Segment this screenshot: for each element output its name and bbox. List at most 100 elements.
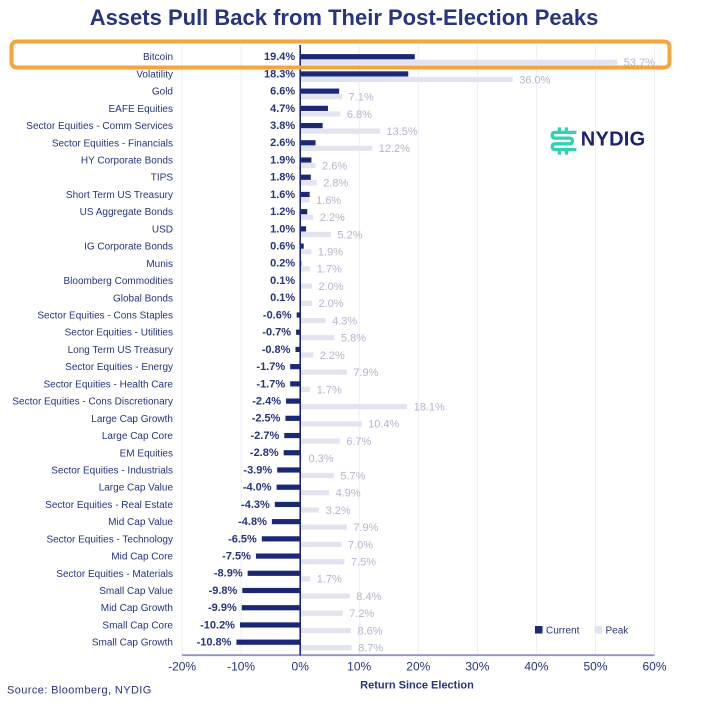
svg-text:-10.8%: -10.8%	[197, 637, 232, 649]
svg-text:Sector Equities - Comm Service: Sector Equities - Comm Services	[26, 121, 173, 132]
svg-text:-4.0%: -4.0%	[243, 482, 272, 494]
svg-text:-9.9%: -9.9%	[208, 602, 237, 614]
svg-text:1.9%: 1.9%	[270, 154, 295, 166]
svg-text:0.1%: 0.1%	[270, 292, 295, 304]
svg-text:Large Cap Core: Large Cap Core	[102, 431, 174, 442]
svg-text:Sector Equities - Cons Discret: Sector Equities - Cons Discretionary	[12, 397, 173, 408]
svg-text:1.6%: 1.6%	[270, 189, 295, 201]
svg-text:8.4%: 8.4%	[356, 591, 381, 603]
svg-text:Mid Cap Core: Mid Cap Core	[111, 552, 173, 563]
svg-text:-0.8%: -0.8%	[262, 344, 291, 356]
svg-text:-1.7%: -1.7%	[256, 378, 285, 390]
svg-text:Gold: Gold	[152, 87, 173, 98]
svg-text:-8.9%: -8.9%	[214, 568, 243, 580]
svg-text:7.1%: 7.1%	[349, 92, 374, 104]
svg-text:-2.5%: -2.5%	[252, 413, 281, 425]
svg-text:8.6%: 8.6%	[357, 625, 382, 637]
svg-text:18.1%: 18.1%	[414, 402, 445, 414]
svg-text:0.2%: 0.2%	[270, 258, 295, 270]
svg-text:Volatility: Volatility	[136, 69, 173, 80]
svg-text:USD: USD	[152, 224, 173, 235]
svg-text:Global Bonds: Global Bonds	[113, 293, 173, 304]
svg-text:1.8%: 1.8%	[270, 172, 295, 184]
svg-text:7.0%: 7.0%	[348, 539, 373, 551]
svg-text:-20%: -20%	[168, 659, 196, 673]
svg-text:-6.5%: -6.5%	[228, 533, 257, 545]
svg-text:7.2%: 7.2%	[349, 608, 374, 620]
svg-text:6.6%: 6.6%	[270, 86, 295, 98]
svg-text:Small Cap Core: Small Cap Core	[102, 620, 173, 631]
svg-text:2.0%: 2.0%	[319, 281, 344, 293]
svg-text:19.4%: 19.4%	[264, 51, 295, 63]
svg-text:EM Equities: EM Equities	[120, 448, 173, 459]
svg-text:7.9%: 7.9%	[353, 522, 378, 534]
svg-text:1.9%: 1.9%	[318, 247, 343, 259]
svg-text:-2.7%: -2.7%	[251, 430, 280, 442]
svg-text:2.8%: 2.8%	[323, 178, 348, 190]
svg-text:Sector Equities - Cons Staples: Sector Equities - Cons Staples	[37, 311, 173, 322]
svg-text:Sector Equities - Financials: Sector Equities - Financials	[52, 138, 173, 149]
svg-text:0.1%: 0.1%	[270, 275, 295, 287]
svg-text:Large Cap Growth: Large Cap Growth	[91, 414, 173, 425]
svg-text:10%: 10%	[347, 659, 371, 673]
svg-text:-7.5%: -7.5%	[222, 550, 251, 562]
svg-text:2.6%: 2.6%	[270, 137, 295, 149]
svg-text:HY Corporate Bonds: HY Corporate Bonds	[81, 156, 173, 167]
svg-text:2.6%: 2.6%	[322, 160, 347, 172]
svg-text:Mid Cap Value: Mid Cap Value	[108, 517, 173, 528]
svg-text:Sector Equities - Industrials: Sector Equities - Industrials	[51, 465, 173, 476]
svg-text:5.8%: 5.8%	[341, 333, 366, 345]
svg-text:5.7%: 5.7%	[340, 470, 365, 482]
svg-text:Sector Equities - Energy: Sector Equities - Energy	[65, 362, 173, 373]
svg-text:-0.6%: -0.6%	[263, 309, 292, 321]
svg-text:Source: Bloomberg, NYDIG: Source: Bloomberg, NYDIG	[7, 685, 152, 697]
svg-text:Sector Equities - Real Estate: Sector Equities - Real Estate	[45, 500, 173, 511]
svg-text:Munis: Munis	[146, 259, 173, 270]
svg-text:1.0%: 1.0%	[270, 223, 295, 235]
svg-text:4.9%: 4.9%	[336, 488, 361, 500]
svg-text:Return Since Election: Return Since Election	[360, 679, 474, 691]
svg-text:Sector Equities - Materials: Sector Equities - Materials	[56, 569, 173, 580]
svg-text:12.2%: 12.2%	[379, 143, 410, 155]
svg-text:Large Cap Value: Large Cap Value	[99, 483, 174, 494]
svg-text:-1.7%: -1.7%	[256, 361, 285, 373]
svg-text:Short Term US Treasury: Short Term US Treasury	[66, 190, 173, 201]
svg-text:30%: 30%	[465, 659, 489, 673]
svg-text:Sector Equities - Technology: Sector Equities - Technology	[46, 534, 173, 545]
svg-text:4.7%: 4.7%	[270, 103, 295, 115]
svg-text:1.6%: 1.6%	[316, 195, 341, 207]
svg-text:1.2%: 1.2%	[270, 206, 295, 218]
svg-text:1.7%: 1.7%	[317, 384, 342, 396]
svg-text:40%: 40%	[524, 659, 548, 673]
svg-text:2.0%: 2.0%	[319, 298, 344, 310]
svg-text:EAFE Equities: EAFE Equities	[109, 104, 173, 115]
svg-text:US Aggregate Bonds: US Aggregate Bonds	[80, 207, 173, 218]
svg-text:-9.8%: -9.8%	[209, 585, 238, 597]
svg-text:-4.8%: -4.8%	[238, 516, 267, 528]
svg-text:13.5%: 13.5%	[386, 126, 417, 138]
svg-text:5.2%: 5.2%	[337, 229, 362, 241]
svg-text:6.8%: 6.8%	[347, 109, 372, 121]
svg-text:20%: 20%	[406, 659, 430, 673]
svg-text:7.9%: 7.9%	[353, 367, 378, 379]
svg-text:-0.7%: -0.7%	[262, 327, 291, 339]
svg-text:Long Term US Treasury: Long Term US Treasury	[68, 345, 173, 356]
svg-text:0%: 0%	[292, 659, 310, 673]
svg-text:-2.4%: -2.4%	[252, 396, 281, 408]
svg-text:2.2%: 2.2%	[320, 212, 345, 224]
svg-text:Peak: Peak	[606, 626, 630, 637]
svg-text:Mid Cap Growth: Mid Cap Growth	[101, 603, 173, 614]
svg-text:2.2%: 2.2%	[320, 350, 345, 362]
svg-text:0.6%: 0.6%	[270, 241, 295, 253]
svg-text:-10.2%: -10.2%	[200, 619, 235, 631]
svg-text:Sector Equities - Utilities: Sector Equities - Utilities	[65, 328, 173, 339]
svg-text:-10%: -10%	[227, 659, 255, 673]
svg-text:Sector Equities - Health Care: Sector Equities - Health Care	[43, 379, 173, 390]
svg-text:60%: 60%	[642, 659, 666, 673]
svg-text:36.0%: 36.0%	[519, 74, 550, 86]
svg-text:Current: Current	[546, 626, 580, 637]
svg-text:Bitcoin: Bitcoin	[143, 52, 173, 63]
svg-text:3.2%: 3.2%	[326, 505, 351, 517]
svg-text:1.7%: 1.7%	[317, 574, 342, 586]
svg-text:Small Cap Value: Small Cap Value	[99, 586, 173, 597]
